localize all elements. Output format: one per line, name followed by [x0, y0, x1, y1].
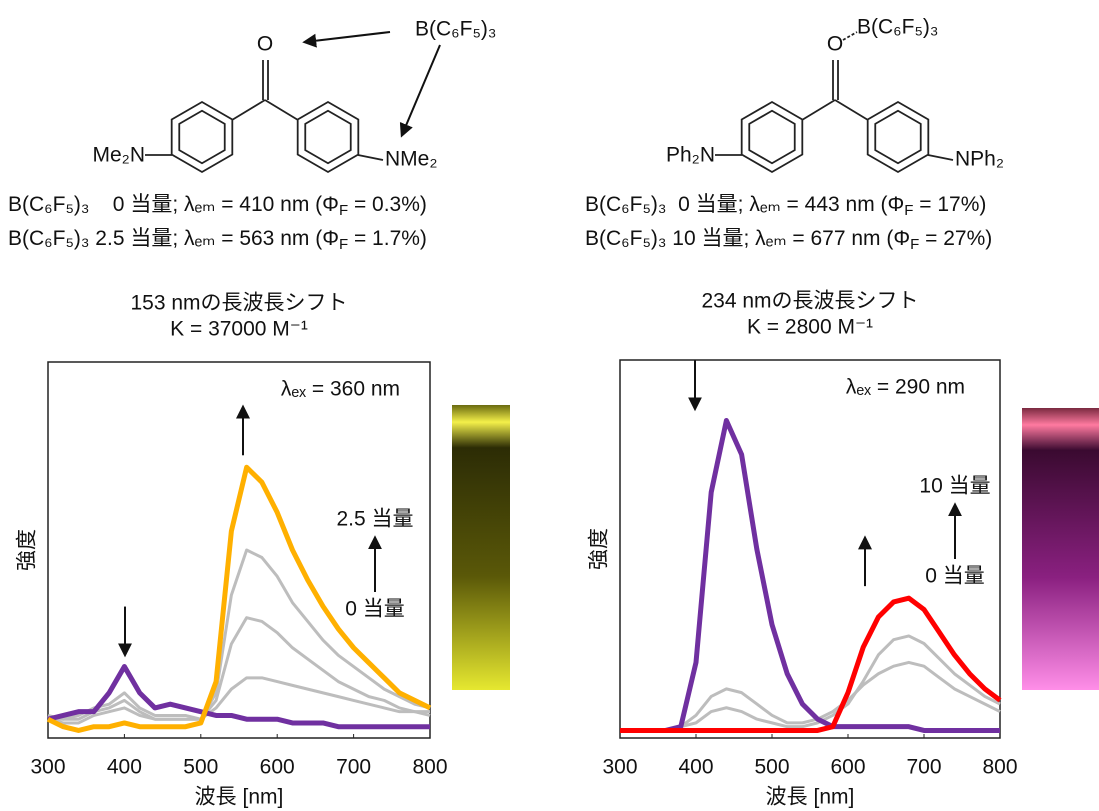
x-tick-label: 300 [602, 756, 637, 779]
excitation-label: λₑₓ = 290 nm [846, 376, 965, 399]
figure: O Me₂N NMe₂ B(C₆F₅)₃ B(C₆F₅)₃ 0 当量; λₑₘ = 41… [0, 0, 1099, 811]
bond [802, 100, 835, 120]
condition-part: = 27%) [919, 227, 992, 250]
arrow [305, 32, 390, 42]
condition-sub: F [904, 202, 913, 219]
condition-text: B(C₆F₅)₃ 10 当量; λₑₘ = 677 nm (ΦF = 27%) [585, 227, 992, 253]
x-tick-label: 800 [982, 756, 1017, 779]
condition-part: B(C₆F₅)₃ 0 当量; λₑₘ = 410 nm (Φ [8, 193, 339, 216]
equiv-label: 0 当量 [925, 565, 985, 588]
x-tick-label: 600 [830, 756, 865, 779]
equiv-label: 2.5 当量 [336, 508, 413, 531]
condition-text: B(C₆F₅)₃ 0 当量; λₑₘ = 443 nm (ΦF = 17%) [585, 193, 986, 219]
arrow [402, 45, 440, 135]
atom-label: O [257, 33, 273, 56]
benzene-ring [298, 102, 359, 172]
x-tick-label: 400 [107, 756, 142, 779]
dative-bond [843, 32, 857, 40]
y-axis-label: 強度 [588, 528, 611, 570]
benzene-ring-inner [305, 111, 350, 164]
x-tick-label: 500 [183, 756, 218, 779]
equiv-label: 0 当量 [345, 598, 405, 621]
y-axis-label: 強度 [16, 529, 39, 571]
x-tick-label: 600 [260, 756, 295, 779]
chart-subtitle: K = 37000 M⁻¹ [170, 318, 308, 341]
amine-label: Me₂N [93, 144, 146, 167]
lewis-acid-label: B(C₆F₅)₃ [415, 18, 496, 41]
bond [928, 155, 953, 160]
condition-part: B(C₆F₅)₃ 10 当量; λₑₘ = 677 nm (Φ [585, 227, 910, 250]
condition-text: B(C₆F₅)₃ 2.5 当量; λₑₘ = 563 nm (ΦF = 1.7%… [8, 227, 427, 253]
condition-part: = 17%) [913, 193, 986, 216]
condition-part: = 1.7%) [348, 227, 427, 250]
lewis-acid-label: B(C₆F₅)₃ [857, 16, 938, 39]
x-tick-label: 400 [678, 756, 713, 779]
excitation-label: λₑₓ = 360 nm [281, 378, 400, 401]
amine-label: Ph₂N [666, 144, 715, 167]
equiv-label: 10 当量 [919, 475, 990, 498]
condition-part: = 0.3%) [348, 193, 427, 216]
x-tick-label: 700 [906, 756, 941, 779]
amine-label: NMe₂ [385, 148, 438, 171]
vial-photo [452, 405, 510, 690]
benzene-ring-inner [179, 111, 224, 164]
spectrum-line [620, 662, 1000, 730]
benzene-ring [868, 102, 929, 172]
vial-photo [1022, 408, 1099, 690]
condition-part: B(C₆F₅)₃ 0 当量; λₑₘ = 443 nm (Φ [585, 193, 904, 216]
benzene-ring-inner [875, 111, 920, 164]
benzene-ring [742, 102, 803, 172]
bond [265, 100, 298, 120]
page: O Me₂N NMe₂ B(C₆F₅)₃ B(C₆F₅)₃ 0 当量; λₑₘ = 41… [0, 0, 1099, 811]
condition-part: B(C₆F₅)₃ 2.5 当量; λₑₘ = 563 nm (Φ [8, 227, 339, 250]
benzene-ring [172, 102, 233, 172]
benzene-ring-inner [749, 111, 794, 164]
amine-label: NPh₂ [955, 148, 1004, 171]
chart-subtitle: K = 2800 M⁻¹ [747, 316, 873, 339]
x-axis-label: 波長 [nm] [766, 786, 855, 809]
spectrum-line [620, 636, 1000, 731]
condition-sub: F [910, 236, 919, 253]
bond [232, 100, 265, 120]
x-tick-label: 500 [754, 756, 789, 779]
condition-sub: F [339, 236, 348, 253]
bond [358, 155, 383, 160]
chart-title: 153 nmの長波長シフト [130, 292, 347, 315]
x-tick-label: 700 [336, 756, 371, 779]
condition-text: B(C₆F₅)₃ 0 当量; λₑₘ = 410 nm (ΦF = 0.3%) [8, 193, 427, 219]
x-tick-label: 300 [30, 756, 65, 779]
condition-sub: F [339, 202, 348, 219]
x-axis-label: 波長 [nm] [195, 786, 284, 809]
x-tick-label: 800 [412, 756, 447, 779]
chart-title: 234 nmの長波長シフト [701, 290, 918, 313]
atom-label: O [827, 33, 843, 56]
bond [835, 100, 868, 120]
